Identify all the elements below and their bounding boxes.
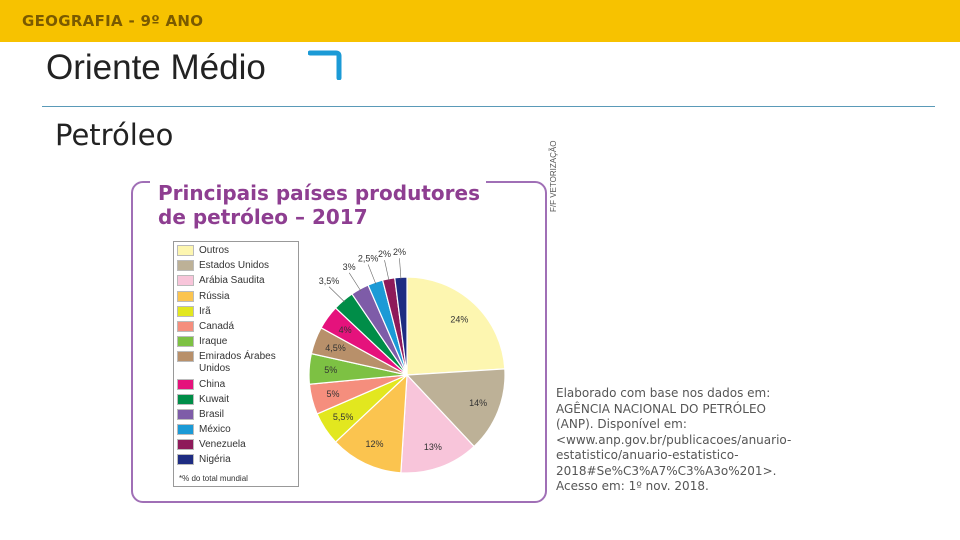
legend-label: Canadá	[199, 320, 235, 332]
slice-value-label: 14%	[469, 398, 487, 408]
legend-note: *% do total mundial	[179, 474, 248, 483]
slice-value-label: 2,5%	[358, 253, 379, 263]
slice-value-label: 5,5%	[333, 412, 354, 422]
legend-item: Kuwait	[177, 393, 298, 406]
legend-swatch	[177, 305, 194, 317]
pie-slice	[334, 373, 408, 474]
slice-leader-line	[328, 286, 345, 303]
legend-item: Nigéria	[177, 454, 298, 466]
slice-value-label: 4%	[339, 325, 352, 335]
legend-label: Estados Unidos	[199, 260, 270, 272]
slice-leader-line	[348, 272, 362, 292]
header-bar: GEOGRAFIA - 9º ANO	[0, 0, 960, 42]
legend-swatch	[177, 290, 194, 302]
legend-item: Canadá	[177, 320, 298, 333]
legend-label: Rússia	[199, 290, 230, 302]
legend-item: Iraque	[177, 336, 298, 348]
legend-item: Estados Unidos	[177, 260, 298, 272]
legend-swatch	[177, 336, 194, 348]
legend-swatch	[177, 439, 194, 451]
slice-value-label: 12%	[365, 439, 383, 449]
legend-swatch	[177, 393, 194, 405]
chart-title-line-2: de petróleo – 2017	[158, 205, 368, 229]
slice-value-label: 5%	[326, 389, 339, 399]
title-divider	[42, 106, 935, 107]
legend-item: Irã	[177, 305, 298, 318]
pie-slice	[400, 373, 475, 474]
slice-value-label: 2%	[393, 247, 406, 257]
chart-legend: Outros Estados Unidos Arábia Saudita Rússia…	[173, 241, 299, 487]
legend-swatch	[177, 320, 194, 332]
legend-label: México	[199, 424, 231, 436]
legend-label: Iraque	[199, 336, 228, 348]
slice-value-label: 24%	[450, 314, 468, 324]
legend-item: México	[177, 424, 298, 436]
chart-title-line-1: Principais países produtores	[158, 181, 480, 205]
source-note: Elaborado com base nos dados em: AGÊNCIA…	[556, 386, 792, 493]
legend-swatch	[177, 408, 194, 420]
legend-item: China	[177, 378, 298, 391]
legend-swatch	[177, 454, 194, 466]
slice-value-label: 3%	[343, 262, 356, 272]
legend-label: Nigéria	[199, 454, 231, 466]
legend-item: Emirados Árabes Unidos	[177, 351, 298, 375]
legend-label: Venezuela	[199, 439, 246, 451]
slice-leader-line	[367, 264, 377, 285]
slice-value-label: 2%	[378, 249, 391, 259]
slice-leader-line	[399, 258, 402, 280]
legend-item: Brasil	[177, 408, 298, 421]
slice-value-label: 3,5%	[319, 276, 340, 286]
legend-swatch	[177, 351, 194, 363]
slice-value-label: 4,5%	[325, 343, 346, 353]
legend-label: Irã	[199, 305, 211, 317]
legend-swatch	[177, 424, 194, 436]
legend-label: Kuwait	[199, 393, 230, 405]
legend-label: Outros	[199, 245, 230, 256]
slice-leader-line	[384, 260, 390, 281]
slide-title: Oriente Médio	[46, 48, 266, 87]
legend-swatch	[177, 378, 194, 390]
slide-subtitle: Petróleo	[55, 118, 174, 152]
subject-label: GEOGRAFIA - 9º ANO	[22, 12, 204, 30]
legend-item: Outros	[177, 245, 298, 257]
legend-item: Venezuela	[177, 439, 298, 451]
legend-swatch	[177, 245, 194, 256]
legend-swatch	[177, 260, 194, 272]
legend-swatch	[177, 275, 194, 287]
legend-label: China	[199, 378, 226, 390]
legend-item: Rússia	[177, 290, 298, 303]
slice-value-label: 13%	[424, 442, 442, 452]
legend-label: Arábia Saudita	[199, 275, 265, 287]
pie-slice	[405, 368, 506, 448]
pie-slice	[406, 276, 506, 376]
slice-value-label: 5%	[324, 365, 337, 375]
legend-label: Brasil	[199, 408, 225, 420]
legend-label: Emirados Árabes Unidos	[199, 351, 276, 375]
chart-title: Principais países produtores de petróleo…	[150, 181, 486, 229]
corner-accent-icon	[308, 50, 342, 80]
legend-item: Arábia Saudita	[177, 275, 298, 287]
